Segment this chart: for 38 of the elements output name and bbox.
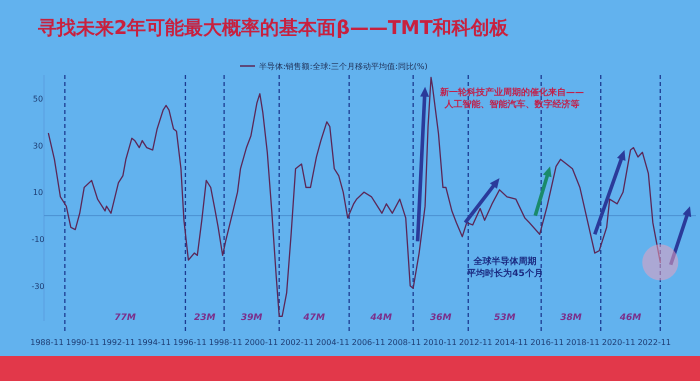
annotation: 39M — [240, 313, 262, 323]
x-tick-label: 1992-11 — [102, 338, 136, 347]
annotation: 53M — [494, 313, 516, 323]
x-tick-label: 1996-11 — [173, 338, 207, 347]
y-tick-label: -10 — [31, 235, 45, 244]
annotation: 77M — [114, 313, 136, 323]
annotation: 新一轮科技产业周期的催化来自—— — [439, 87, 584, 98]
annotation: 23M — [194, 313, 216, 323]
legend-label: 半导体:销售额:全球:三个月移动平均值:同比(%) — [259, 62, 428, 71]
y-tick-label: 10 — [32, 188, 44, 198]
chart-title: 寻找未来2年可能最大概率的基本面β——TMT和科创板 — [37, 17, 510, 39]
annotation: 平均时长为45个月 — [466, 268, 543, 279]
x-tick-label: 1988-11 — [30, 338, 64, 347]
annotation: 36M — [430, 313, 452, 323]
x-tick-label: 1990-11 — [66, 338, 100, 347]
x-tick-label: 2002-11 — [280, 338, 314, 347]
x-tick-label: 2020-11 — [602, 338, 636, 347]
x-tick-label: 2000-11 — [244, 338, 278, 347]
x-tick-label: 2008-11 — [388, 338, 421, 347]
x-tick-label: 2010-11 — [423, 338, 457, 347]
annotation: 46M — [618, 313, 642, 323]
x-tick-label: 2004-11 — [316, 338, 350, 347]
y-tick-label: 50 — [32, 94, 44, 104]
x-tick-label: 1994-11 — [137, 338, 171, 347]
x-tick-label: 2006-11 — [352, 338, 386, 347]
x-tick-label: 2018-11 — [566, 338, 600, 347]
x-tick-label: 2016-11 — [530, 338, 564, 347]
annotation: 全球半导体周期 — [472, 256, 536, 267]
y-tick-label: -30 — [31, 282, 45, 291]
y-tick-label: 30 — [32, 141, 44, 150]
x-tick-label: 2022-11 — [638, 338, 672, 347]
x-tick-label: 1998-11 — [208, 338, 242, 347]
annotation: 47M — [302, 313, 325, 323]
x-tick-label: 2012-11 — [458, 338, 492, 347]
annotation: 人工智能、智能汽车、数字经济等 — [444, 99, 580, 110]
x-tick-label: 2014-11 — [494, 338, 528, 347]
annotation: 44M — [369, 313, 392, 323]
annotation: 38M — [560, 313, 582, 323]
